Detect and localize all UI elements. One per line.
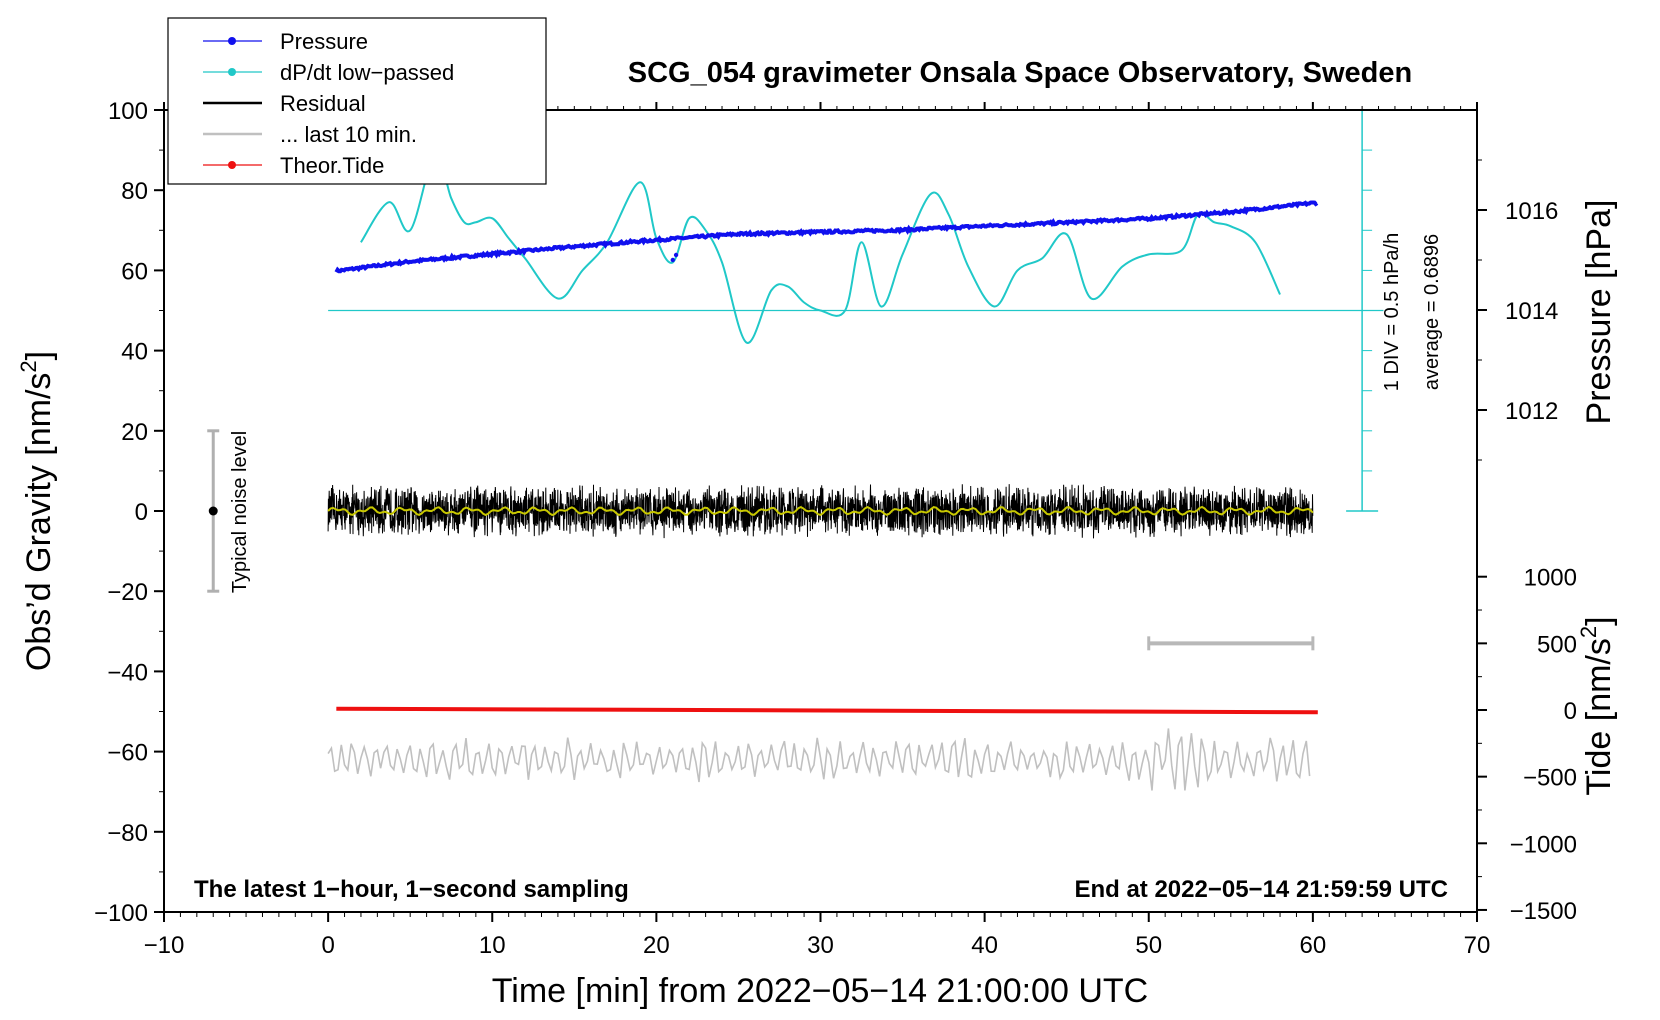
legend-label: Pressure: [280, 29, 368, 54]
x-tick-label: 50: [1135, 932, 1162, 959]
legend-label: Theor.Tide: [280, 153, 384, 178]
pressure-outlier-point: [670, 257, 675, 263]
y-tick-label: 80: [121, 178, 148, 205]
legend-marker: [228, 161, 236, 169]
y-tick-label: 20: [121, 419, 148, 446]
dpdt-average-label: average = 0.6896: [1421, 234, 1443, 390]
series-tide-line: [336, 706, 1318, 715]
y-axis-title-gravity: Obs’d Gravity [nm/s2]: [16, 351, 58, 671]
gravity-title-main: Obs’d Gravity [nm/s: [20, 373, 58, 672]
series-residual-smoothed-line: [327, 505, 1314, 517]
pressure-tick-label: 1014: [1505, 298, 1558, 325]
x-tick-label: 70: [1464, 932, 1491, 959]
tide-title-close: ]: [1580, 616, 1618, 625]
legend-marker: [228, 68, 236, 76]
tide-tick-label: −1500: [1510, 898, 1577, 925]
gravity-title-sup: 2: [16, 360, 41, 372]
tide-tick-label: 1000: [1524, 565, 1577, 592]
tide-tick-label: 0: [1564, 698, 1577, 725]
ticks-layer: −10 0 10 20 30 40 50 60 70−100−80−60−40−20020406…: [94, 98, 1577, 959]
y-tick-label: −60: [107, 740, 148, 767]
x-tick-label: 40: [971, 932, 998, 959]
annotation-bottom-left: The latest 1−hour, 1−second sampling: [194, 876, 629, 903]
x-tick-label: 60: [1300, 932, 1327, 959]
y-axis-title-tide: Tide [nm/s2]: [1576, 616, 1618, 795]
y-tick-label: −80: [107, 820, 148, 847]
chart-title: SCG_054 gravimeter Onsala Space Observat…: [628, 57, 1412, 89]
gravity-title-close: ]: [20, 351, 58, 360]
legend-label: Residual: [280, 91, 366, 116]
noise-bar-center: [208, 506, 218, 516]
series-pressure-line: [334, 200, 1319, 274]
legend-label: ... last 10 min.: [280, 122, 417, 147]
legend-label: dP/dt low−passed: [280, 60, 454, 85]
series-dpdt-line: [360, 153, 1281, 344]
y-tick-label: 0: [135, 499, 148, 526]
series-residual-line: [327, 484, 1314, 539]
pressure-outlier-point: [673, 252, 679, 258]
series-layer: [207, 110, 1384, 791]
annotation-bottom-right: End at 2022−05−14 21:59:59 UTC: [1074, 876, 1448, 903]
tide-title-sup: 2: [1576, 626, 1601, 638]
y-tick-label: 40: [121, 339, 148, 366]
dpdt-scale-label: 1 DIV = 0.5 hPa/h: [1381, 233, 1403, 391]
legend: Pressure dP/dt low−passed Residual ... last…: [167, 17, 547, 185]
tide-title-main: Tide [nm/s: [1580, 638, 1618, 795]
x-tick-label: 0: [321, 932, 334, 959]
y-axis-title-pressure: Pressure [hPa]: [1580, 200, 1618, 425]
y-tick-label: −100: [94, 900, 148, 927]
x-tick-label: 30: [807, 932, 834, 959]
tide-tick-label: −500: [1523, 765, 1577, 792]
y-tick-label: 60: [121, 258, 148, 285]
legend-marker: [228, 37, 236, 45]
tide-tick-label: 500: [1537, 631, 1577, 658]
pressure-tick-label: 1016: [1505, 198, 1558, 225]
y-tick-label: −40: [107, 659, 148, 686]
noise-level-label: Typical noise level: [229, 431, 251, 593]
tide-tick-label: −1000: [1510, 831, 1577, 858]
y-tick-label: −20: [107, 579, 148, 606]
series-last10-line: [327, 728, 1311, 791]
x-axis-title: Time [min] from 2022−05−14 21:00:00 UTC: [492, 972, 1148, 1010]
x-tick-label: 20: [643, 932, 670, 959]
x-tick-label: −10: [144, 932, 185, 959]
y-tick-label: 100: [108, 98, 148, 125]
x-tick-label: 10: [479, 932, 506, 959]
legend-box: [167, 17, 547, 185]
pressure-tick-label: 1012: [1505, 398, 1558, 425]
